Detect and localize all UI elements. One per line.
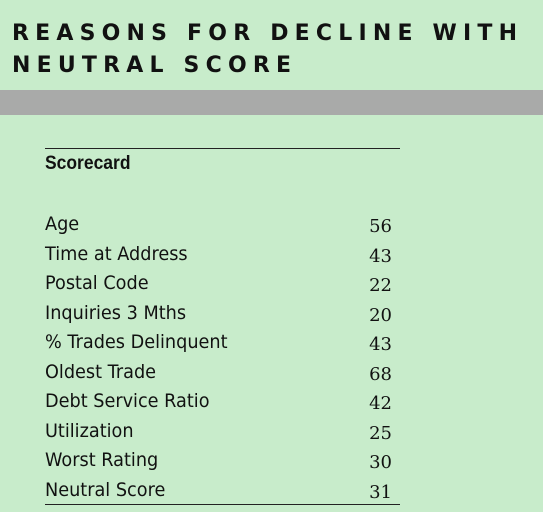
page-title-line-1: REASONS FOR DECLINE WITH xyxy=(12,21,524,46)
table-row-postal-code: Postal Code 22 xyxy=(45,269,400,299)
page-title: REASONS FOR DECLINE WITH NEUTRAL SCORE xyxy=(12,18,543,82)
table-row-inquiries: Inquiries 3 Mths 20 xyxy=(45,299,400,329)
row-label: Age xyxy=(45,213,80,235)
scorecard-rows: Age 56 Time at Address 43 Postal Code 22… xyxy=(45,210,400,505)
table-heading: Scorecard xyxy=(45,153,131,174)
row-value: 25 xyxy=(369,422,392,444)
table-row-utilization: Utilization 25 xyxy=(45,417,400,447)
row-label: Time at Address xyxy=(45,242,188,265)
row-label: Postal Code xyxy=(45,272,149,294)
row-label: Oldest Trade xyxy=(45,360,157,383)
row-label: Neutral Score xyxy=(45,478,166,501)
row-label: Debt Service Ratio xyxy=(45,390,210,412)
row-value: 30 xyxy=(369,452,392,473)
row-value: 43 xyxy=(369,334,392,355)
row-value: 20 xyxy=(369,304,392,326)
row-value: 68 xyxy=(369,363,392,385)
row-value: 56 xyxy=(369,216,392,237)
table-row-debt-service-ratio: Debt Service Ratio 42 xyxy=(45,387,400,417)
table-row-age: Age 56 xyxy=(45,210,400,240)
page-title-line-2: NEUTRAL SCORE xyxy=(12,53,298,78)
row-value: 43 xyxy=(369,245,392,267)
table-row-neutral-score: Neutral Score 31 xyxy=(45,476,400,506)
row-value: 42 xyxy=(369,393,392,414)
row-label: Worst Rating xyxy=(45,449,159,471)
header-divider-bar xyxy=(0,90,543,115)
table-row-time-at-address: Time at Address 43 xyxy=(45,240,400,270)
row-value: 22 xyxy=(369,275,392,296)
table-row-trades-delinquent: % Trades Delinquent 43 xyxy=(45,328,400,358)
row-label: Utilization xyxy=(45,419,134,442)
row-label: Inquiries 3 Mths xyxy=(45,301,187,324)
table-top-rule xyxy=(45,148,400,149)
table-row-worst-rating: Worst Rating 30 xyxy=(45,446,400,476)
row-value: 31 xyxy=(369,481,392,503)
table-row-oldest-trade: Oldest Trade 68 xyxy=(45,358,400,388)
table-bottom-rule xyxy=(45,504,400,505)
row-label: % Trades Delinquent xyxy=(45,331,228,353)
